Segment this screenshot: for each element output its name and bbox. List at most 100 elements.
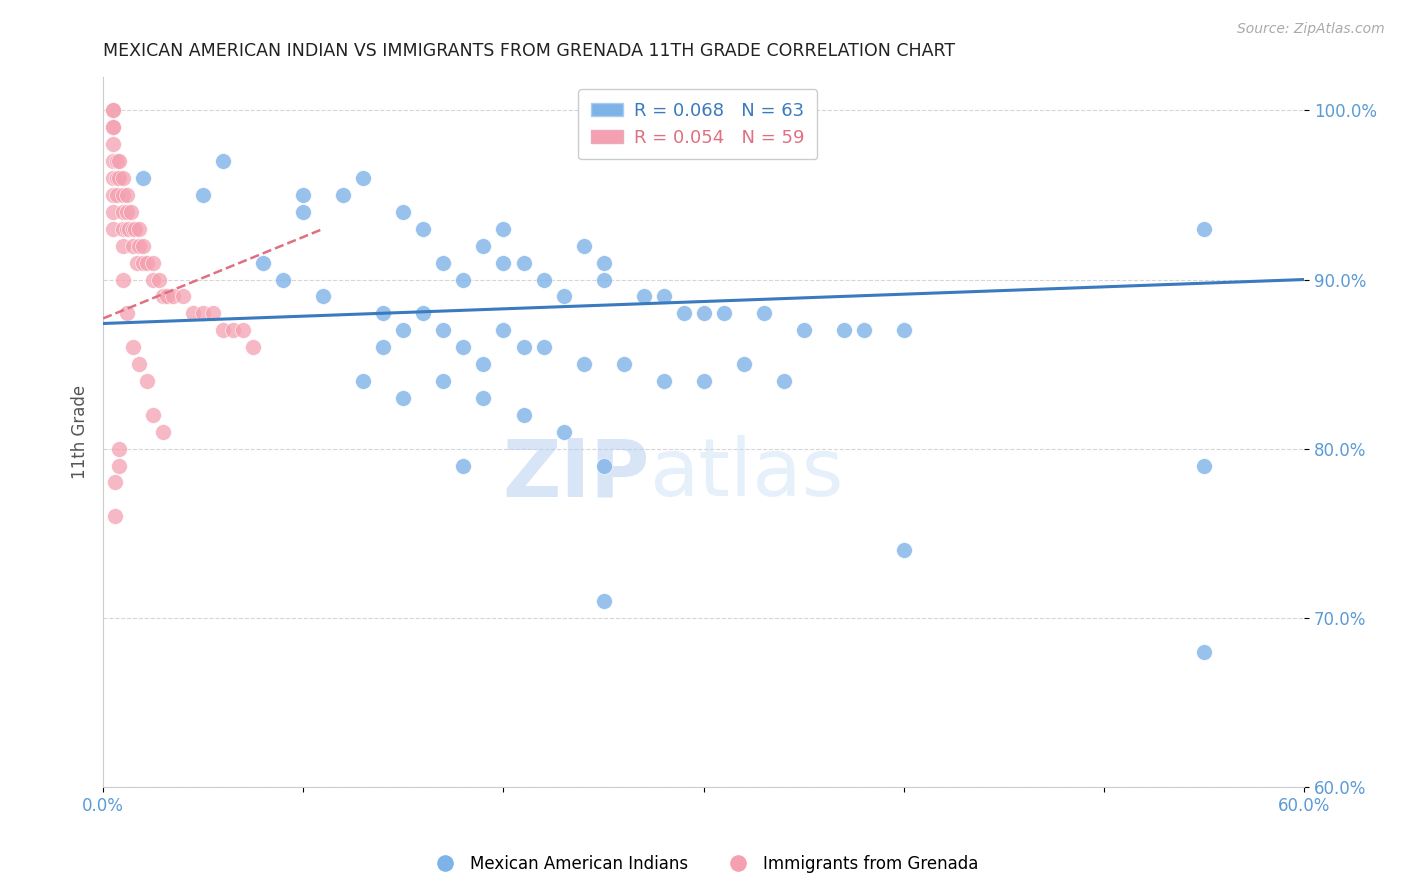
Point xyxy=(733,357,755,371)
Point xyxy=(127,255,149,269)
Point xyxy=(172,289,194,303)
Point xyxy=(572,357,595,371)
Point xyxy=(672,306,695,320)
Point xyxy=(101,120,124,135)
Point xyxy=(193,188,215,202)
Point xyxy=(352,171,374,186)
Point xyxy=(142,272,165,286)
Text: Source: ZipAtlas.com: Source: ZipAtlas.com xyxy=(1237,22,1385,37)
Point xyxy=(533,272,555,286)
Text: MEXICAN AMERICAN INDIAN VS IMMIGRANTS FROM GRENADA 11TH GRADE CORRELATION CHART: MEXICAN AMERICAN INDIAN VS IMMIGRANTS FR… xyxy=(103,42,955,60)
Point xyxy=(893,543,915,558)
Point xyxy=(271,272,294,286)
Point xyxy=(553,425,575,439)
Point xyxy=(128,221,150,235)
Point xyxy=(472,391,495,405)
Point xyxy=(115,205,138,219)
Point xyxy=(212,323,235,337)
Point xyxy=(472,357,495,371)
Point xyxy=(332,188,354,202)
Point xyxy=(692,103,714,118)
Point xyxy=(115,188,138,202)
Point xyxy=(512,255,534,269)
Point xyxy=(162,289,184,303)
Point xyxy=(152,425,174,439)
Point xyxy=(292,188,315,202)
Point xyxy=(128,238,150,252)
Point xyxy=(101,120,124,135)
Point xyxy=(592,272,614,286)
Point xyxy=(832,323,855,337)
Point xyxy=(242,340,264,354)
Point xyxy=(112,221,135,235)
Point xyxy=(156,289,179,303)
Point xyxy=(572,238,595,252)
Point xyxy=(692,306,714,320)
Point xyxy=(492,221,515,235)
Y-axis label: 11th Grade: 11th Grade xyxy=(72,384,89,479)
Point xyxy=(453,272,475,286)
Point xyxy=(222,323,245,337)
Point xyxy=(1192,644,1215,658)
Point xyxy=(108,171,131,186)
Point xyxy=(392,205,415,219)
Point xyxy=(142,408,165,422)
Point xyxy=(112,272,135,286)
Point xyxy=(533,340,555,354)
Point xyxy=(613,357,636,371)
Point xyxy=(492,255,515,269)
Point xyxy=(432,374,454,388)
Point xyxy=(115,306,138,320)
Point xyxy=(202,306,225,320)
Point xyxy=(122,340,145,354)
Point xyxy=(793,323,815,337)
Point xyxy=(412,306,434,320)
Point xyxy=(104,509,127,524)
Point xyxy=(112,238,135,252)
Point xyxy=(1192,458,1215,473)
Point xyxy=(101,188,124,202)
Point xyxy=(553,289,575,303)
Point xyxy=(692,374,714,388)
Point xyxy=(112,205,135,219)
Point xyxy=(453,340,475,354)
Legend: R = 0.068   N = 63, R = 0.054   N = 59: R = 0.068 N = 63, R = 0.054 N = 59 xyxy=(578,89,817,160)
Point xyxy=(432,323,454,337)
Point xyxy=(592,458,614,473)
Text: ZIP: ZIP xyxy=(502,435,650,513)
Point xyxy=(122,221,145,235)
Point xyxy=(592,255,614,269)
Point xyxy=(713,306,735,320)
Point xyxy=(105,154,128,169)
Point xyxy=(181,306,204,320)
Point xyxy=(136,255,159,269)
Point xyxy=(122,238,145,252)
Point xyxy=(148,272,170,286)
Point xyxy=(105,171,128,186)
Text: atlas: atlas xyxy=(650,435,844,513)
Point xyxy=(128,357,150,371)
Point xyxy=(193,306,215,320)
Point xyxy=(512,340,534,354)
Point xyxy=(373,306,395,320)
Point xyxy=(312,289,335,303)
Point xyxy=(124,221,146,235)
Point xyxy=(108,154,131,169)
Point xyxy=(652,374,675,388)
Point xyxy=(118,221,141,235)
Point xyxy=(101,154,124,169)
Point xyxy=(112,171,135,186)
Point xyxy=(512,408,534,422)
Point xyxy=(101,221,124,235)
Point xyxy=(1192,221,1215,235)
Point xyxy=(108,458,131,473)
Point xyxy=(392,323,415,337)
Point xyxy=(132,238,155,252)
Point xyxy=(120,205,142,219)
Point xyxy=(212,154,235,169)
Point xyxy=(112,188,135,202)
Point xyxy=(252,255,274,269)
Point xyxy=(108,442,131,456)
Point xyxy=(101,103,124,118)
Point xyxy=(152,289,174,303)
